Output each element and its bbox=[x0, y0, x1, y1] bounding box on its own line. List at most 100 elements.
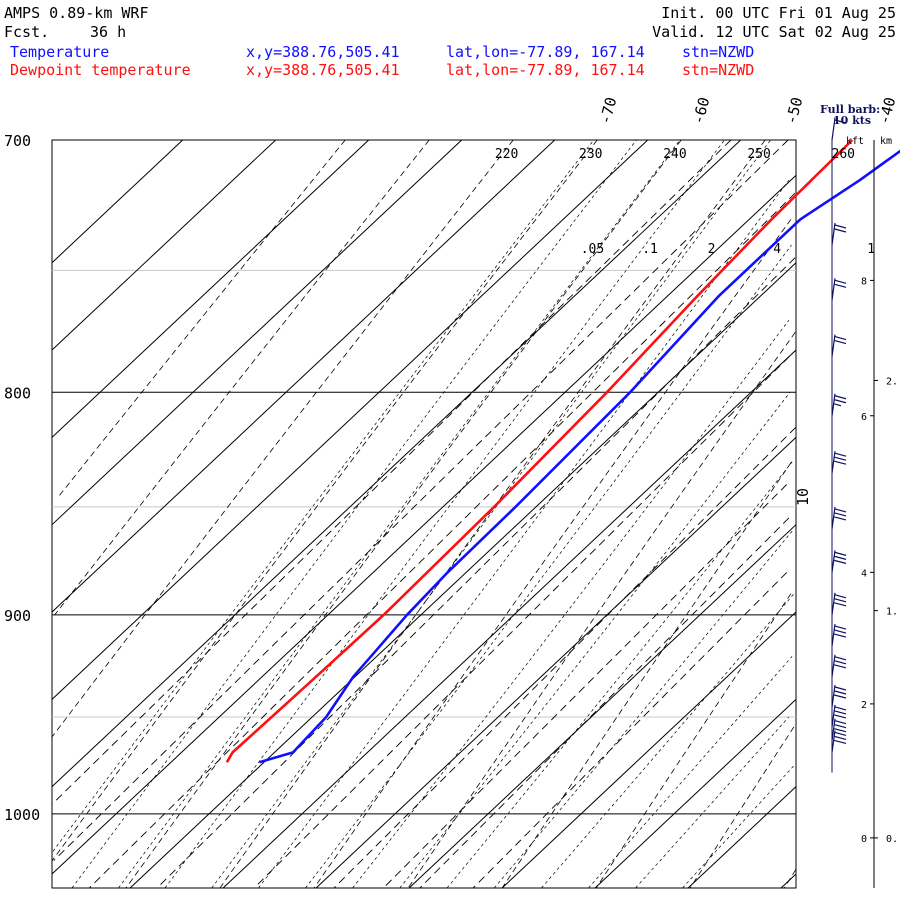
moist-adiabat-line bbox=[258, 179, 790, 889]
isotherm-line bbox=[51, 139, 556, 613]
barb-flag-full bbox=[834, 710, 847, 715]
isotherm-line bbox=[594, 698, 797, 889]
dry-adiabat-line bbox=[595, 593, 792, 889]
isotherm-label: -60 bbox=[689, 95, 713, 126]
barb-flag-full bbox=[834, 460, 847, 465]
moist-adiabat-line bbox=[541, 593, 795, 889]
forecast-hours: 36 h bbox=[90, 23, 127, 41]
km-unit-label: km bbox=[880, 136, 892, 147]
moist-adiabat-line bbox=[164, 139, 725, 889]
moist-adiabat-line bbox=[71, 139, 637, 889]
barb-flag-full bbox=[834, 690, 847, 695]
dry-adiabat-line bbox=[219, 139, 766, 889]
barb-staff bbox=[831, 704, 836, 727]
isotherm-line bbox=[129, 262, 797, 889]
legend-dewpoint-latlon: lat,lon=-77.89, 167.14 bbox=[446, 61, 645, 79]
barb-flag-full bbox=[834, 283, 847, 288]
dry-adiabat-line bbox=[783, 869, 797, 889]
moist-adiabats bbox=[52, 139, 795, 889]
barb-flag-full bbox=[834, 228, 847, 233]
barb-flag-full bbox=[834, 706, 847, 711]
dry-adiabats bbox=[51, 139, 797, 889]
kft-tick-label: 6 bbox=[861, 412, 867, 423]
barb-legend-line1: Full barb: bbox=[820, 103, 881, 116]
barb-flag-full bbox=[834, 224, 847, 229]
dry-adiabat-line bbox=[501, 461, 792, 889]
model-title: AMPS 0.89-km WRF bbox=[4, 4, 149, 22]
barb-flag-full bbox=[834, 660, 847, 665]
isotherm-line bbox=[501, 611, 797, 889]
isotherm-label: -70 bbox=[596, 95, 620, 126]
wind-barb bbox=[831, 393, 847, 416]
kft-tick-label: 8 bbox=[861, 276, 867, 287]
mixing-ratio-line bbox=[88, 192, 796, 889]
moist-adiabat-line bbox=[446, 461, 793, 889]
dry-adiabat-line bbox=[125, 139, 682, 889]
valid-time: Valid. 12 UTC Sat 02 Aug 25 bbox=[652, 23, 896, 41]
isotherm-line bbox=[51, 139, 649, 700]
barb-staff bbox=[831, 334, 836, 357]
barb-flag-full bbox=[834, 686, 847, 691]
barb-flag-full bbox=[834, 602, 847, 607]
km-tick-label: 2. bbox=[886, 376, 898, 387]
dry-adiabat-label: 240 bbox=[663, 147, 686, 162]
wind-barb bbox=[831, 278, 847, 301]
barb-flag-full bbox=[834, 629, 847, 634]
moist-adiabat-line bbox=[352, 319, 790, 889]
moist-adiabat-line bbox=[493, 528, 795, 889]
moist-adiabat-line bbox=[399, 392, 791, 889]
legend-temperature-station: stn=NZWD bbox=[682, 43, 755, 61]
isotherm-line bbox=[222, 349, 797, 889]
barb-staff bbox=[831, 393, 836, 416]
kft-tick-label: 0 bbox=[861, 834, 867, 845]
wind-barb bbox=[831, 506, 847, 530]
barb-flag-full bbox=[834, 452, 847, 457]
kft-tick-label: 4 bbox=[861, 568, 867, 579]
barb-flag-full bbox=[834, 724, 847, 729]
dry-adiabat-line bbox=[51, 139, 598, 861]
dry-adiabat-line bbox=[313, 219, 792, 889]
barb-staff bbox=[831, 654, 836, 677]
legend-dewpoint-xy: x,y=388.76,505.41 bbox=[246, 61, 400, 79]
isotherm-line bbox=[51, 139, 370, 438]
barb-flag-full bbox=[834, 694, 847, 699]
pressure-tick-label: 1000 bbox=[4, 806, 40, 824]
isotherm-line bbox=[408, 524, 797, 889]
barb-flag-full bbox=[834, 656, 847, 661]
dry-adiabat-label: 220 bbox=[495, 147, 518, 162]
wind-barb bbox=[831, 117, 847, 141]
isotherm-label: 10 bbox=[794, 488, 812, 506]
isotherm-line bbox=[51, 139, 277, 351]
barb-flag-full bbox=[834, 279, 847, 284]
grid-layer bbox=[51, 139, 797, 889]
pressure-tick-label: 700 bbox=[4, 132, 31, 150]
barb-flag-full bbox=[834, 335, 847, 341]
barb-flag-full bbox=[834, 594, 847, 599]
isotherm-line bbox=[315, 437, 797, 889]
barb-flag-full bbox=[834, 559, 847, 564]
moist-adiabat-line bbox=[305, 244, 792, 889]
mixing-ratio-line bbox=[383, 484, 788, 889]
legend-temperature-xy: x,y=388.76,505.41 bbox=[246, 43, 400, 61]
legend-temperature-latlon: lat,lon=-77.89, 167.14 bbox=[446, 43, 645, 61]
barb-flag-full bbox=[834, 633, 847, 638]
wind-barb bbox=[831, 730, 847, 753]
isotherms bbox=[51, 139, 797, 889]
barb-flag-full bbox=[834, 399, 847, 404]
mixing-ratio-line bbox=[472, 572, 788, 889]
kft-unit-label: kft bbox=[846, 136, 864, 147]
isotherm-label: -40 bbox=[875, 95, 899, 126]
mixing-ratio-label: 4 bbox=[773, 242, 781, 257]
dewpoint-line bbox=[225, 139, 854, 763]
pressure-tick-label: 800 bbox=[4, 384, 31, 402]
isotherm-line bbox=[51, 139, 184, 264]
barb-flag-full bbox=[834, 339, 847, 345]
isotherm-line bbox=[51, 175, 797, 875]
barb-staff bbox=[831, 117, 836, 141]
wind-barb bbox=[831, 654, 847, 677]
barb-staff bbox=[831, 592, 836, 615]
mixing-ratio-lines bbox=[51, 139, 797, 889]
barb-staff bbox=[831, 718, 836, 741]
barb-staff bbox=[831, 623, 836, 647]
moist-adiabat-line bbox=[682, 765, 794, 889]
